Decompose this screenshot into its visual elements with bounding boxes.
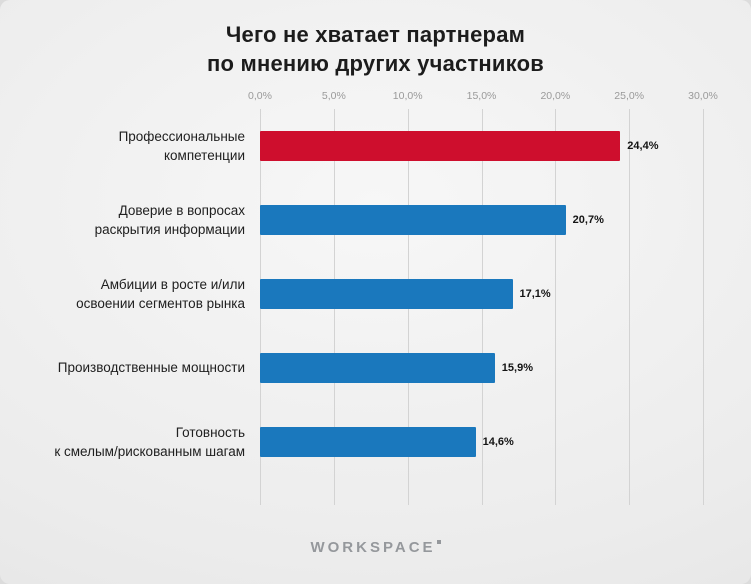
bar-row: 17,1% [260, 257, 703, 331]
bar-row: 14,6% [260, 405, 703, 479]
bar-value-label: 24,4% [627, 140, 659, 153]
bar-value-label: 20,7% [572, 214, 604, 227]
category-label: Доверие в вопросах раскрытия информации [94, 202, 245, 238]
bar-value-label: 15,9% [501, 362, 533, 375]
category-label: Амбиции в росте и/или освоении сегментов… [76, 276, 245, 312]
chart-title: Чего не хватает партнерам по мнению друг… [207, 22, 544, 77]
x-axis-tick-label: 5,0% [321, 90, 346, 103]
x-axis-ticks: 0,0% 5,0% 10,0% 15,0% 20,0% 25,0% 30,0% [248, 90, 718, 105]
category-label: Производственные мощности [57, 360, 245, 376]
x-axis-tick-label: 0,0% [248, 90, 272, 103]
bar [260, 353, 495, 384]
bar [260, 279, 513, 310]
footer: WORKSPACE [0, 539, 751, 557]
bar [260, 205, 566, 236]
workspace-logo-text: WORKSPACE [310, 539, 436, 557]
x-axis-tick-label: 10,0% [392, 90, 423, 103]
x-axis-tick-label: 25,0% [614, 90, 645, 103]
chart-area: 0,0% 5,0% 10,0% 15,0% 20,0% 25,0% 30,0% Профес… [12, 90, 718, 506]
axis-spacer [12, 90, 260, 105]
plot-area: 24,4% 20,7% 17,1% 15,9% 14,6% [260, 109, 704, 506]
logo-mark-icon [436, 540, 441, 545]
x-axis: 0,0% 5,0% 10,0% 15,0% 20,0% 25,0% 30,0% [12, 90, 718, 105]
gridline [703, 109, 704, 506]
category-label: Готовность к смелым/рискованным шагам [54, 424, 245, 460]
x-axis-tick-label: 30,0% [688, 90, 718, 103]
workspace-logo: WORKSPACE [310, 539, 441, 557]
bar [260, 131, 621, 162]
bar-row: 15,9% [260, 331, 703, 405]
x-axis-tick-label: 20,0% [540, 90, 571, 103]
gridline [555, 109, 557, 506]
gridline [629, 109, 631, 506]
category-label: Профессиональные компетенции [118, 128, 245, 164]
bar-value-label: 17,1% [519, 288, 551, 301]
category-labels: Профессиональные компетенции Доверие в во… [12, 109, 260, 505]
bar-row: 20,7% [260, 183, 703, 257]
bar-value-label: 14,6% [482, 436, 514, 449]
x-axis-tick-label: 15,0% [466, 90, 497, 103]
bar [260, 427, 476, 458]
chart-body: Профессиональные компетенции Доверие в во… [12, 109, 704, 506]
bar-row: 24,4% [260, 109, 703, 183]
